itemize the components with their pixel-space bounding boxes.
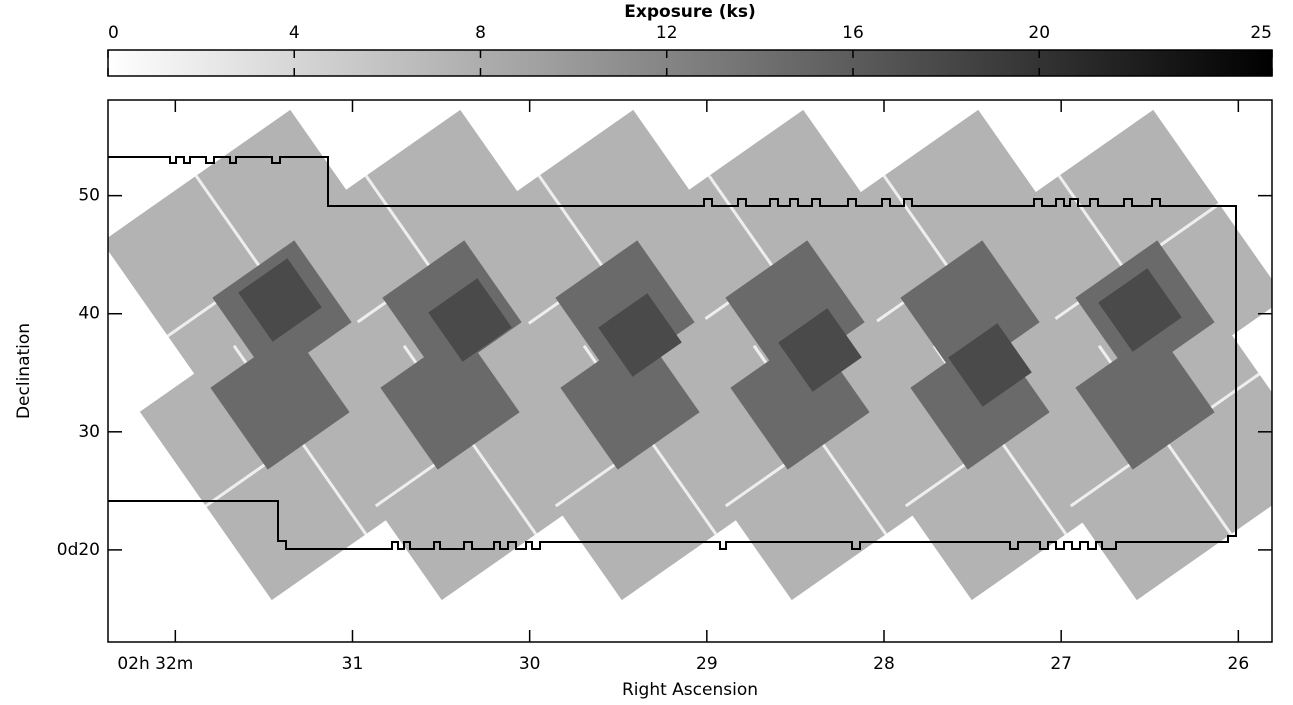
x-tick-label: 27 xyxy=(1050,654,1072,674)
survey-outline xyxy=(108,156,1237,550)
colorbar xyxy=(107,49,1273,77)
pointing-field xyxy=(598,293,682,377)
pointing xyxy=(1075,330,1215,470)
pointing-field xyxy=(1075,330,1215,470)
pointing xyxy=(238,258,322,342)
colorbar-tick-label: 20 xyxy=(1028,23,1050,43)
y-tick-label: 50 xyxy=(78,186,100,206)
y-tick-label: 40 xyxy=(78,304,100,324)
x-tick-label: 02h 32m xyxy=(117,654,193,674)
colorbar-tick-label: 16 xyxy=(842,23,864,43)
colorbar-tick-label: 12 xyxy=(656,23,678,43)
pointing-field xyxy=(560,330,700,470)
pointing xyxy=(380,330,520,470)
pointing-field xyxy=(238,258,322,342)
x-tick-label: 30 xyxy=(519,654,541,674)
x-tick-label: 26 xyxy=(1228,654,1250,674)
colorbar-tick-label: 8 xyxy=(475,23,486,43)
pointing xyxy=(948,323,1032,407)
colorbar-tick-label: 25 xyxy=(1250,23,1272,43)
y-tick-label: 0d20 xyxy=(57,540,100,560)
colorbar-tick-label: 0 xyxy=(108,23,119,43)
pointing-field xyxy=(380,330,520,470)
x-tick-label: 28 xyxy=(873,654,895,674)
pointing-field xyxy=(428,278,512,362)
pointing xyxy=(560,330,700,470)
exposure-map xyxy=(108,109,1272,601)
pointing-field xyxy=(948,323,1032,407)
colorbar-tick-label: 4 xyxy=(289,23,300,43)
y-axis-label: Declination xyxy=(14,323,34,419)
x-axis-label: Right Ascension xyxy=(622,680,758,700)
y-tick-label: 30 xyxy=(78,422,100,442)
pointing xyxy=(1098,268,1182,352)
pointing xyxy=(428,278,512,362)
pointing-field xyxy=(778,308,862,392)
colorbar-title: Exposure (ks) xyxy=(624,2,755,22)
pointing xyxy=(778,308,862,392)
x-tick-label: 29 xyxy=(696,654,718,674)
pointing-field xyxy=(210,330,350,470)
plot-frame xyxy=(107,99,1273,643)
pointing xyxy=(210,330,350,470)
pointing-field xyxy=(1098,268,1182,352)
x-tick-label: 31 xyxy=(342,654,364,674)
pointing xyxy=(598,293,682,377)
